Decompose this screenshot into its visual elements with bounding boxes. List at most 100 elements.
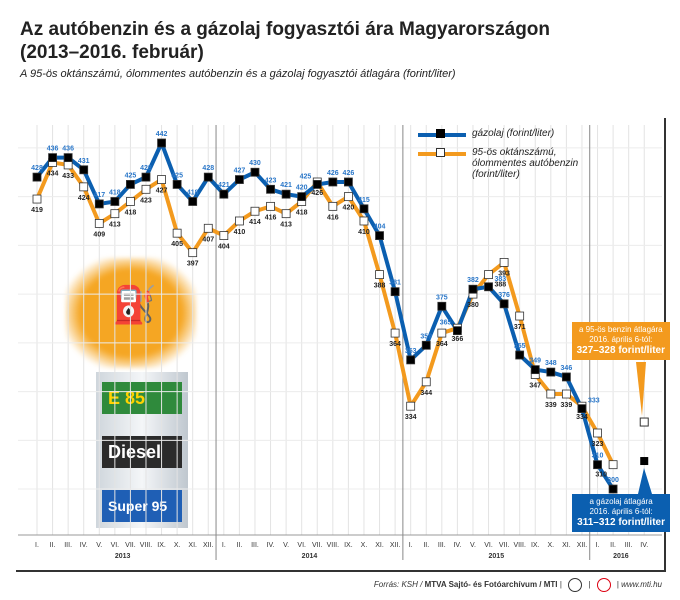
- diesel-data-label: 376: [498, 292, 510, 299]
- chart-title: Az autóbenzin és a gázolaj fogyasztói ár…: [20, 19, 551, 63]
- petrol-data-label: 416: [265, 214, 277, 221]
- x-tick-label: I.: [222, 542, 226, 549]
- diesel-data-label: 442: [156, 131, 168, 138]
- petrol-data-label: 339: [545, 402, 557, 409]
- x-tick-label: XII.: [203, 542, 214, 549]
- diesel-point: [390, 287, 400, 297]
- petrol-data-label: 434: [47, 170, 59, 177]
- year-label: 2015: [489, 553, 505, 560]
- diesel-data-label: 375: [436, 294, 448, 301]
- diesel-data-label: 348: [545, 360, 557, 367]
- petrol-data-label: 344: [420, 390, 432, 397]
- diesel-data-label: 426: [343, 170, 355, 177]
- petrol-data-label: 334: [405, 414, 417, 421]
- diesel-data-label: 418: [187, 189, 199, 196]
- petrol-point: [250, 206, 260, 216]
- petrol-point: [281, 209, 291, 219]
- diesel-point: [63, 153, 73, 163]
- petrol-point: [94, 219, 104, 228]
- petrol-point: [157, 175, 166, 184]
- legend-diesel: gázolaj (forint/liter): [418, 128, 582, 139]
- petrol-data-label: 418: [125, 209, 137, 216]
- petrol-point: [546, 389, 556, 399]
- diesel-data-label: 383: [495, 276, 507, 283]
- x-tick-label: X.: [547, 542, 554, 549]
- x-tick-label: V.: [283, 542, 289, 549]
- petrol-point: [141, 184, 151, 194]
- diesel-point: [219, 189, 229, 199]
- fuel-nozzle-image: [66, 258, 196, 368]
- diesel-data-label: 415: [358, 197, 370, 204]
- diesel-point: [32, 172, 42, 182]
- year-label: 2014: [302, 553, 318, 560]
- diesel-point: [266, 184, 275, 194]
- year-label: 2016: [613, 553, 629, 560]
- petrol-data-label: 424: [78, 195, 90, 202]
- diesel-data-label: 428: [202, 165, 214, 172]
- petrol-data-label: 420: [343, 205, 355, 212]
- x-tick-label: VIII.: [327, 542, 340, 549]
- diesel-data-label: 425: [125, 172, 137, 179]
- diesel-data-label: 404: [374, 224, 386, 231]
- diesel-data-label: 346: [561, 365, 573, 372]
- diesel-data-label: 353: [405, 348, 417, 355]
- x-tick-label: VIII.: [140, 542, 153, 549]
- diesel-forecast-point: [640, 457, 649, 466]
- petrol-point: [499, 258, 509, 267]
- diesel-point: [515, 350, 525, 360]
- diesel-data-label: 420: [296, 185, 308, 192]
- x-tick-label: VI.: [297, 542, 306, 549]
- diesel-point: [126, 180, 135, 189]
- diesel-data-label: 359: [420, 333, 432, 340]
- x-tick-label: III.: [625, 542, 633, 549]
- petrol-callout-pointer: [636, 362, 646, 416]
- petrol-point: [126, 197, 135, 206]
- x-tick-label: VIII.: [513, 542, 526, 549]
- petrol-data-label: 388: [495, 282, 507, 289]
- diesel-data-label: 436: [62, 146, 74, 153]
- source-bold: MTVA Sajtó- és Fotóarchívum / MTI: [424, 580, 558, 590]
- x-tick-label: XI.: [188, 542, 197, 549]
- legend: gázolaj (forint/liter) 95-ös oktánszámú,…: [418, 128, 582, 188]
- petrol-data-label: 419: [31, 207, 43, 214]
- fuel-pump-icon: ⛽: [112, 284, 157, 325]
- diesel-point: [94, 199, 104, 209]
- petrol-point: [110, 209, 120, 219]
- petrol-data-label: 339: [561, 402, 573, 409]
- petrol-line: [35, 160, 615, 466]
- diesel-data-label: 333: [588, 398, 600, 405]
- mti-logo-icon: [596, 578, 611, 592]
- x-tick-label: VI.: [484, 542, 493, 549]
- legend-petrol-label: 95-ös oktánszámú, ólommentes autóbenzin …: [472, 147, 579, 180]
- petrol-point: [32, 194, 42, 204]
- x-tick-label: III.: [64, 542, 72, 549]
- petrol-data-label: 413: [280, 222, 292, 229]
- x-tick-label: I.: [409, 542, 413, 549]
- diesel-data-label: 427: [234, 168, 246, 175]
- diesel-callout-pointer: [638, 468, 652, 494]
- diesel-point: [48, 153, 57, 163]
- diesel-data-label: 355: [514, 343, 526, 350]
- diesel-data-label: 418: [109, 189, 121, 196]
- petrol-data-label: 347: [529, 383, 541, 390]
- x-tick-label: XI.: [375, 542, 384, 549]
- diesel-data-label: 382: [467, 277, 479, 284]
- petrol-data-label: 393: [498, 270, 510, 277]
- petrol-data-label: 388: [374, 283, 386, 290]
- x-tick-label: III.: [438, 542, 446, 549]
- petrol-data-label: 366: [452, 336, 464, 343]
- year-label: 2013: [115, 553, 131, 560]
- petrol-data-label: 414: [249, 219, 261, 226]
- petrol-data-label: 413: [109, 222, 121, 229]
- website-link[interactable]: www.mti.hu: [621, 580, 662, 590]
- diesel-point: [375, 231, 384, 241]
- diesel-point: [297, 192, 307, 202]
- diesel-point: [452, 326, 462, 336]
- diesel-point: [546, 367, 556, 377]
- petrol-data-label: 323: [592, 441, 604, 448]
- diesel-data-label: 421: [218, 182, 230, 189]
- x-tick-label: IV.: [640, 542, 648, 549]
- diesel-point: [110, 197, 120, 206]
- petrol-forecast-callout: a 95-ös benzin átlagára 2016. április 6-t…: [571, 322, 670, 360]
- diesel-point: [343, 177, 353, 187]
